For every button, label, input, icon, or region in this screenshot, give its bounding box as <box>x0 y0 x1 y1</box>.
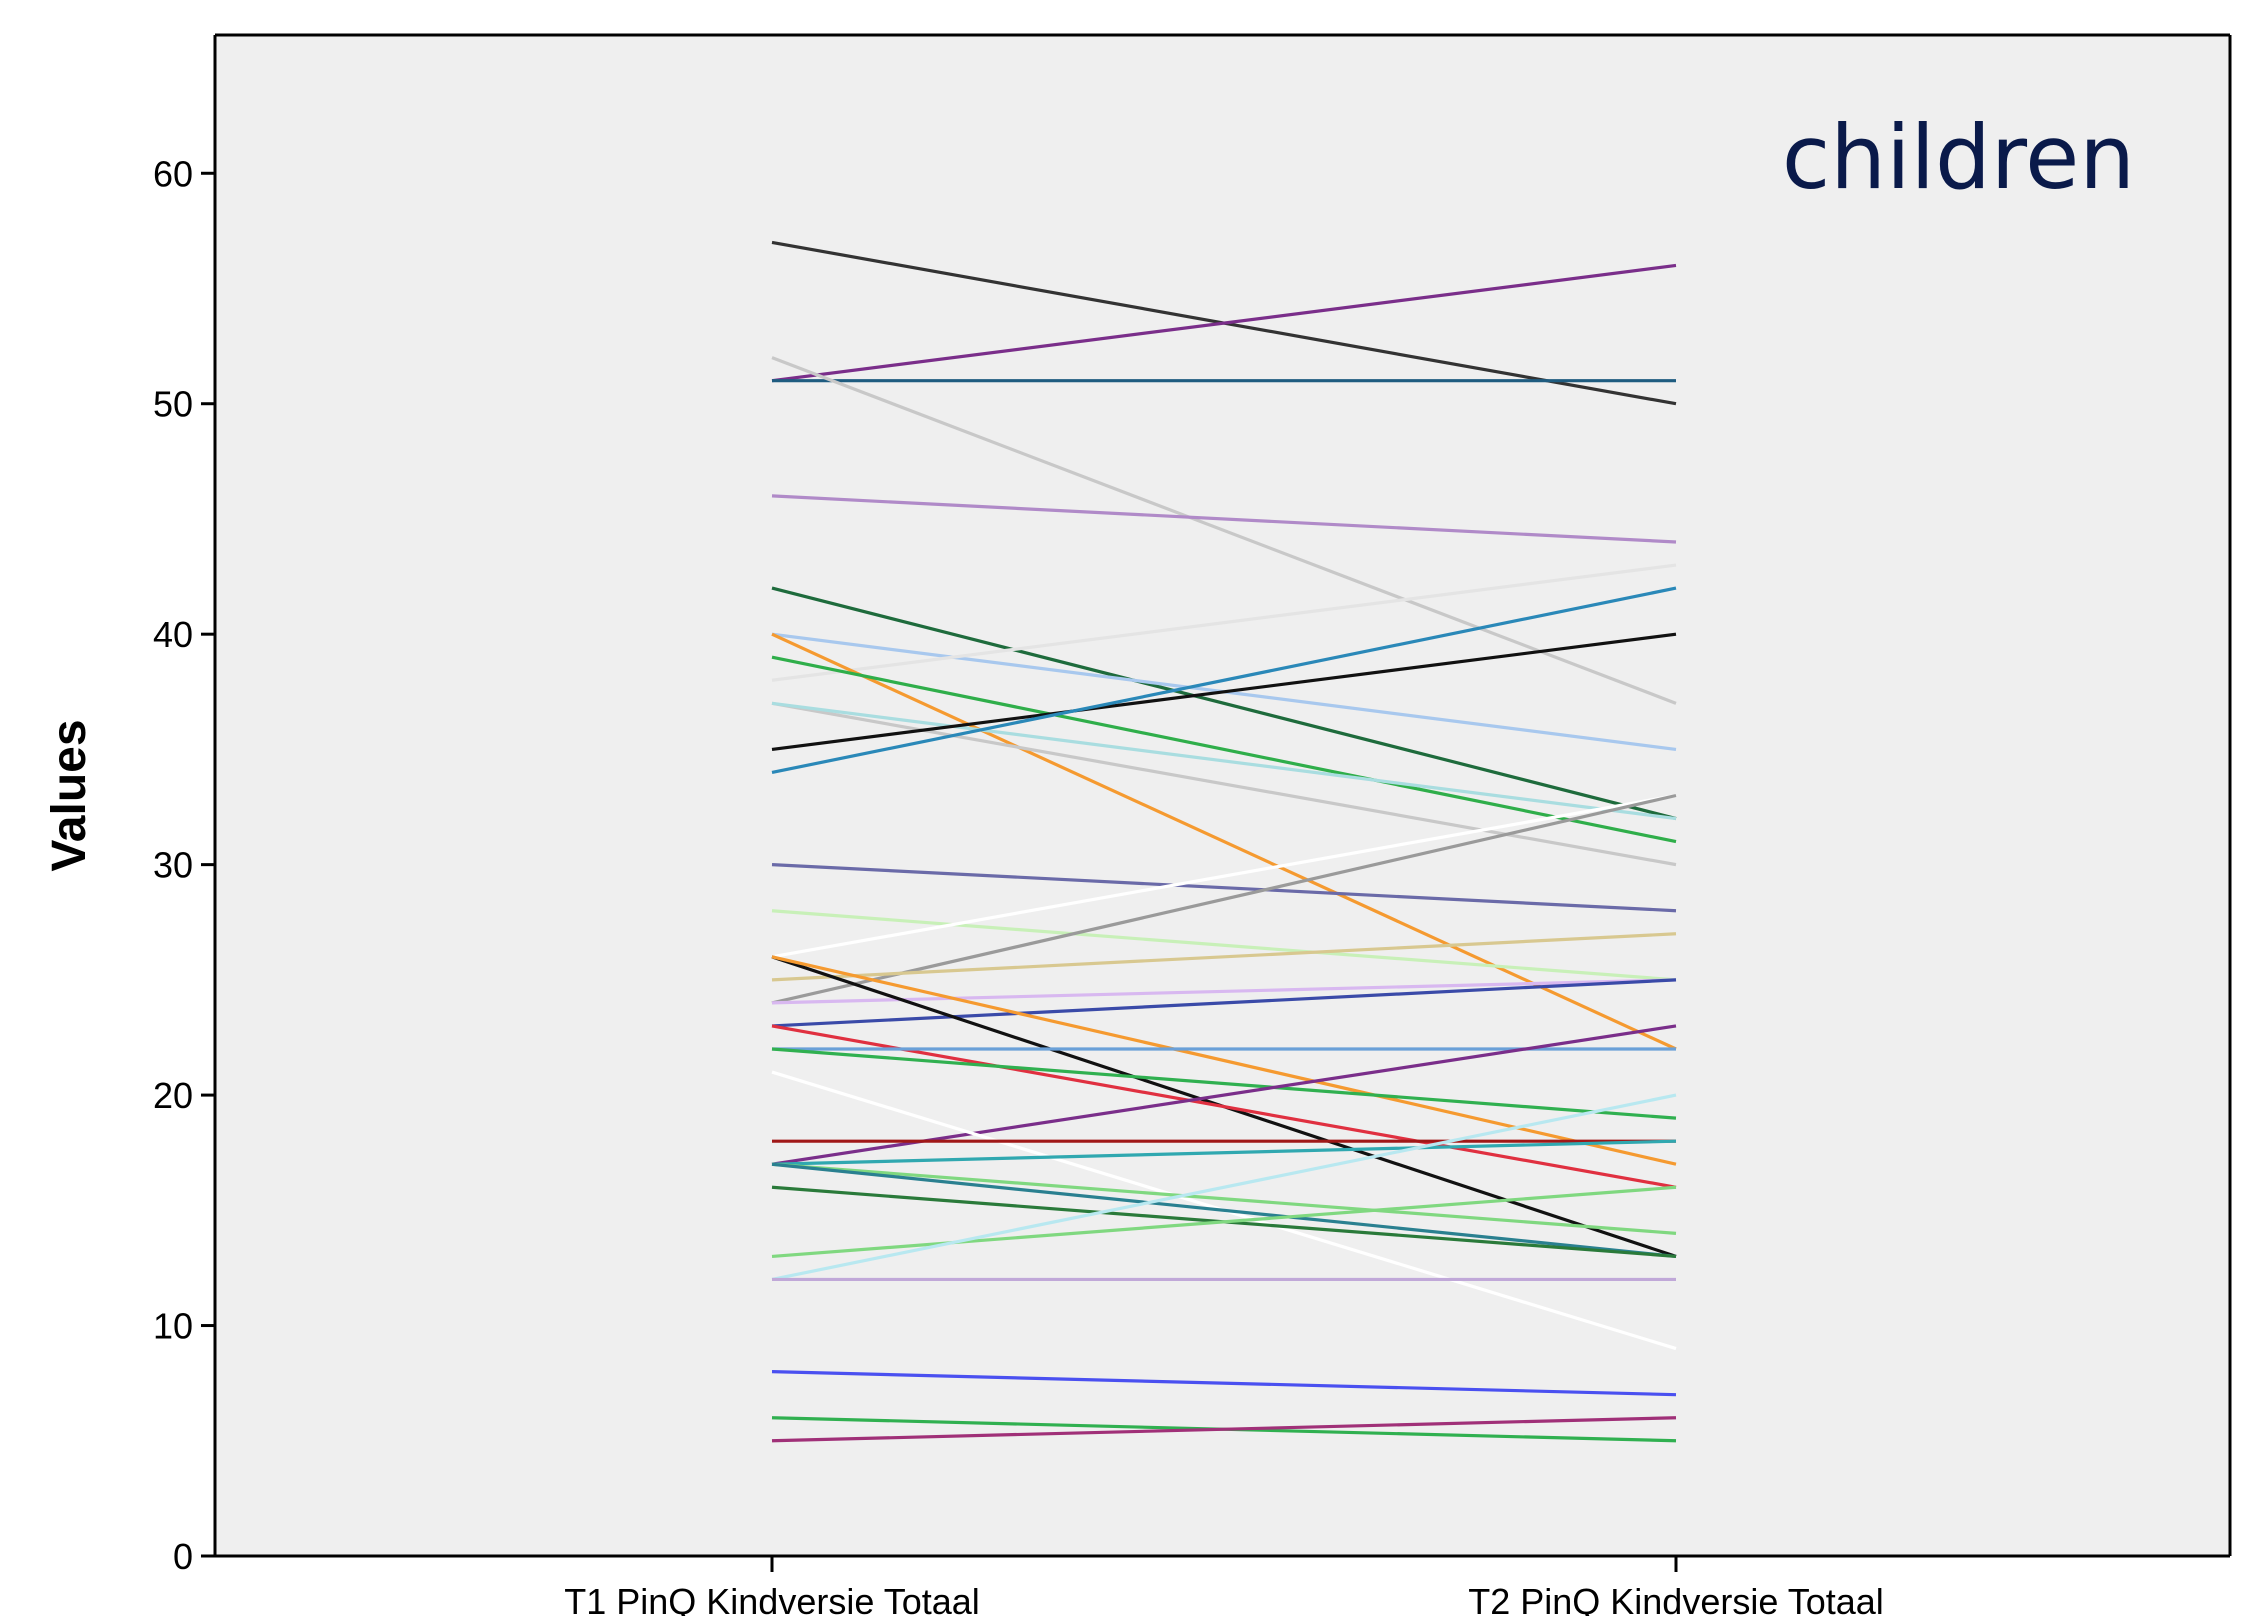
series-line-15 <box>771 863 1677 913</box>
y-axis-title: Values <box>43 719 96 871</box>
series-line-6 <box>771 586 1677 821</box>
series-line-39 <box>771 1416 1677 1443</box>
series-line-31 <box>771 1162 1677 1235</box>
series-line-34 <box>771 1185 1677 1259</box>
series-line-23 <box>771 955 1677 1166</box>
chart-annotation: children <box>1782 106 2135 209</box>
series-line-20 <box>771 978 1677 1005</box>
y-tick-label: 60 <box>153 153 193 194</box>
series-line-30 <box>771 1139 1677 1166</box>
series-line-18 <box>771 793 1677 1005</box>
y-tick-label: 30 <box>153 845 193 886</box>
series-line-12 <box>771 701 1677 821</box>
series-line-32 <box>771 1162 1677 1259</box>
series-line-21 <box>771 978 1677 1028</box>
x-tick-label: T2 PinQ Kindversie Totaal <box>1468 1581 1884 1616</box>
series-line-14 <box>771 586 1677 775</box>
series-line-37 <box>771 1370 1677 1397</box>
series-line-26 <box>771 1047 1677 1120</box>
x-tick-label: T1 PinQ Kindversie Totaal <box>564 1581 980 1616</box>
series-line-19 <box>771 932 1677 982</box>
series-line-17 <box>771 793 1677 959</box>
series-line-13 <box>771 632 1677 751</box>
series-line-5 <box>771 494 1677 544</box>
series-line-8 <box>771 563 1677 682</box>
y-tick-label: 10 <box>153 1306 193 1347</box>
y-tick-label: 50 <box>153 384 193 425</box>
series-line-9 <box>771 632 1677 1051</box>
y-tick-label: 0 <box>173 1536 193 1577</box>
series-line-24 <box>771 1024 1677 1189</box>
y-tick-label: 40 <box>153 614 193 655</box>
series-line-4 <box>771 356 1677 705</box>
series-line-2 <box>771 263 1677 383</box>
y-tick-label: 20 <box>153 1075 193 1116</box>
series-line-10 <box>771 655 1677 844</box>
series-line-16 <box>771 909 1677 982</box>
series-line-35 <box>771 1093 1677 1282</box>
plot-area <box>215 35 2230 1556</box>
